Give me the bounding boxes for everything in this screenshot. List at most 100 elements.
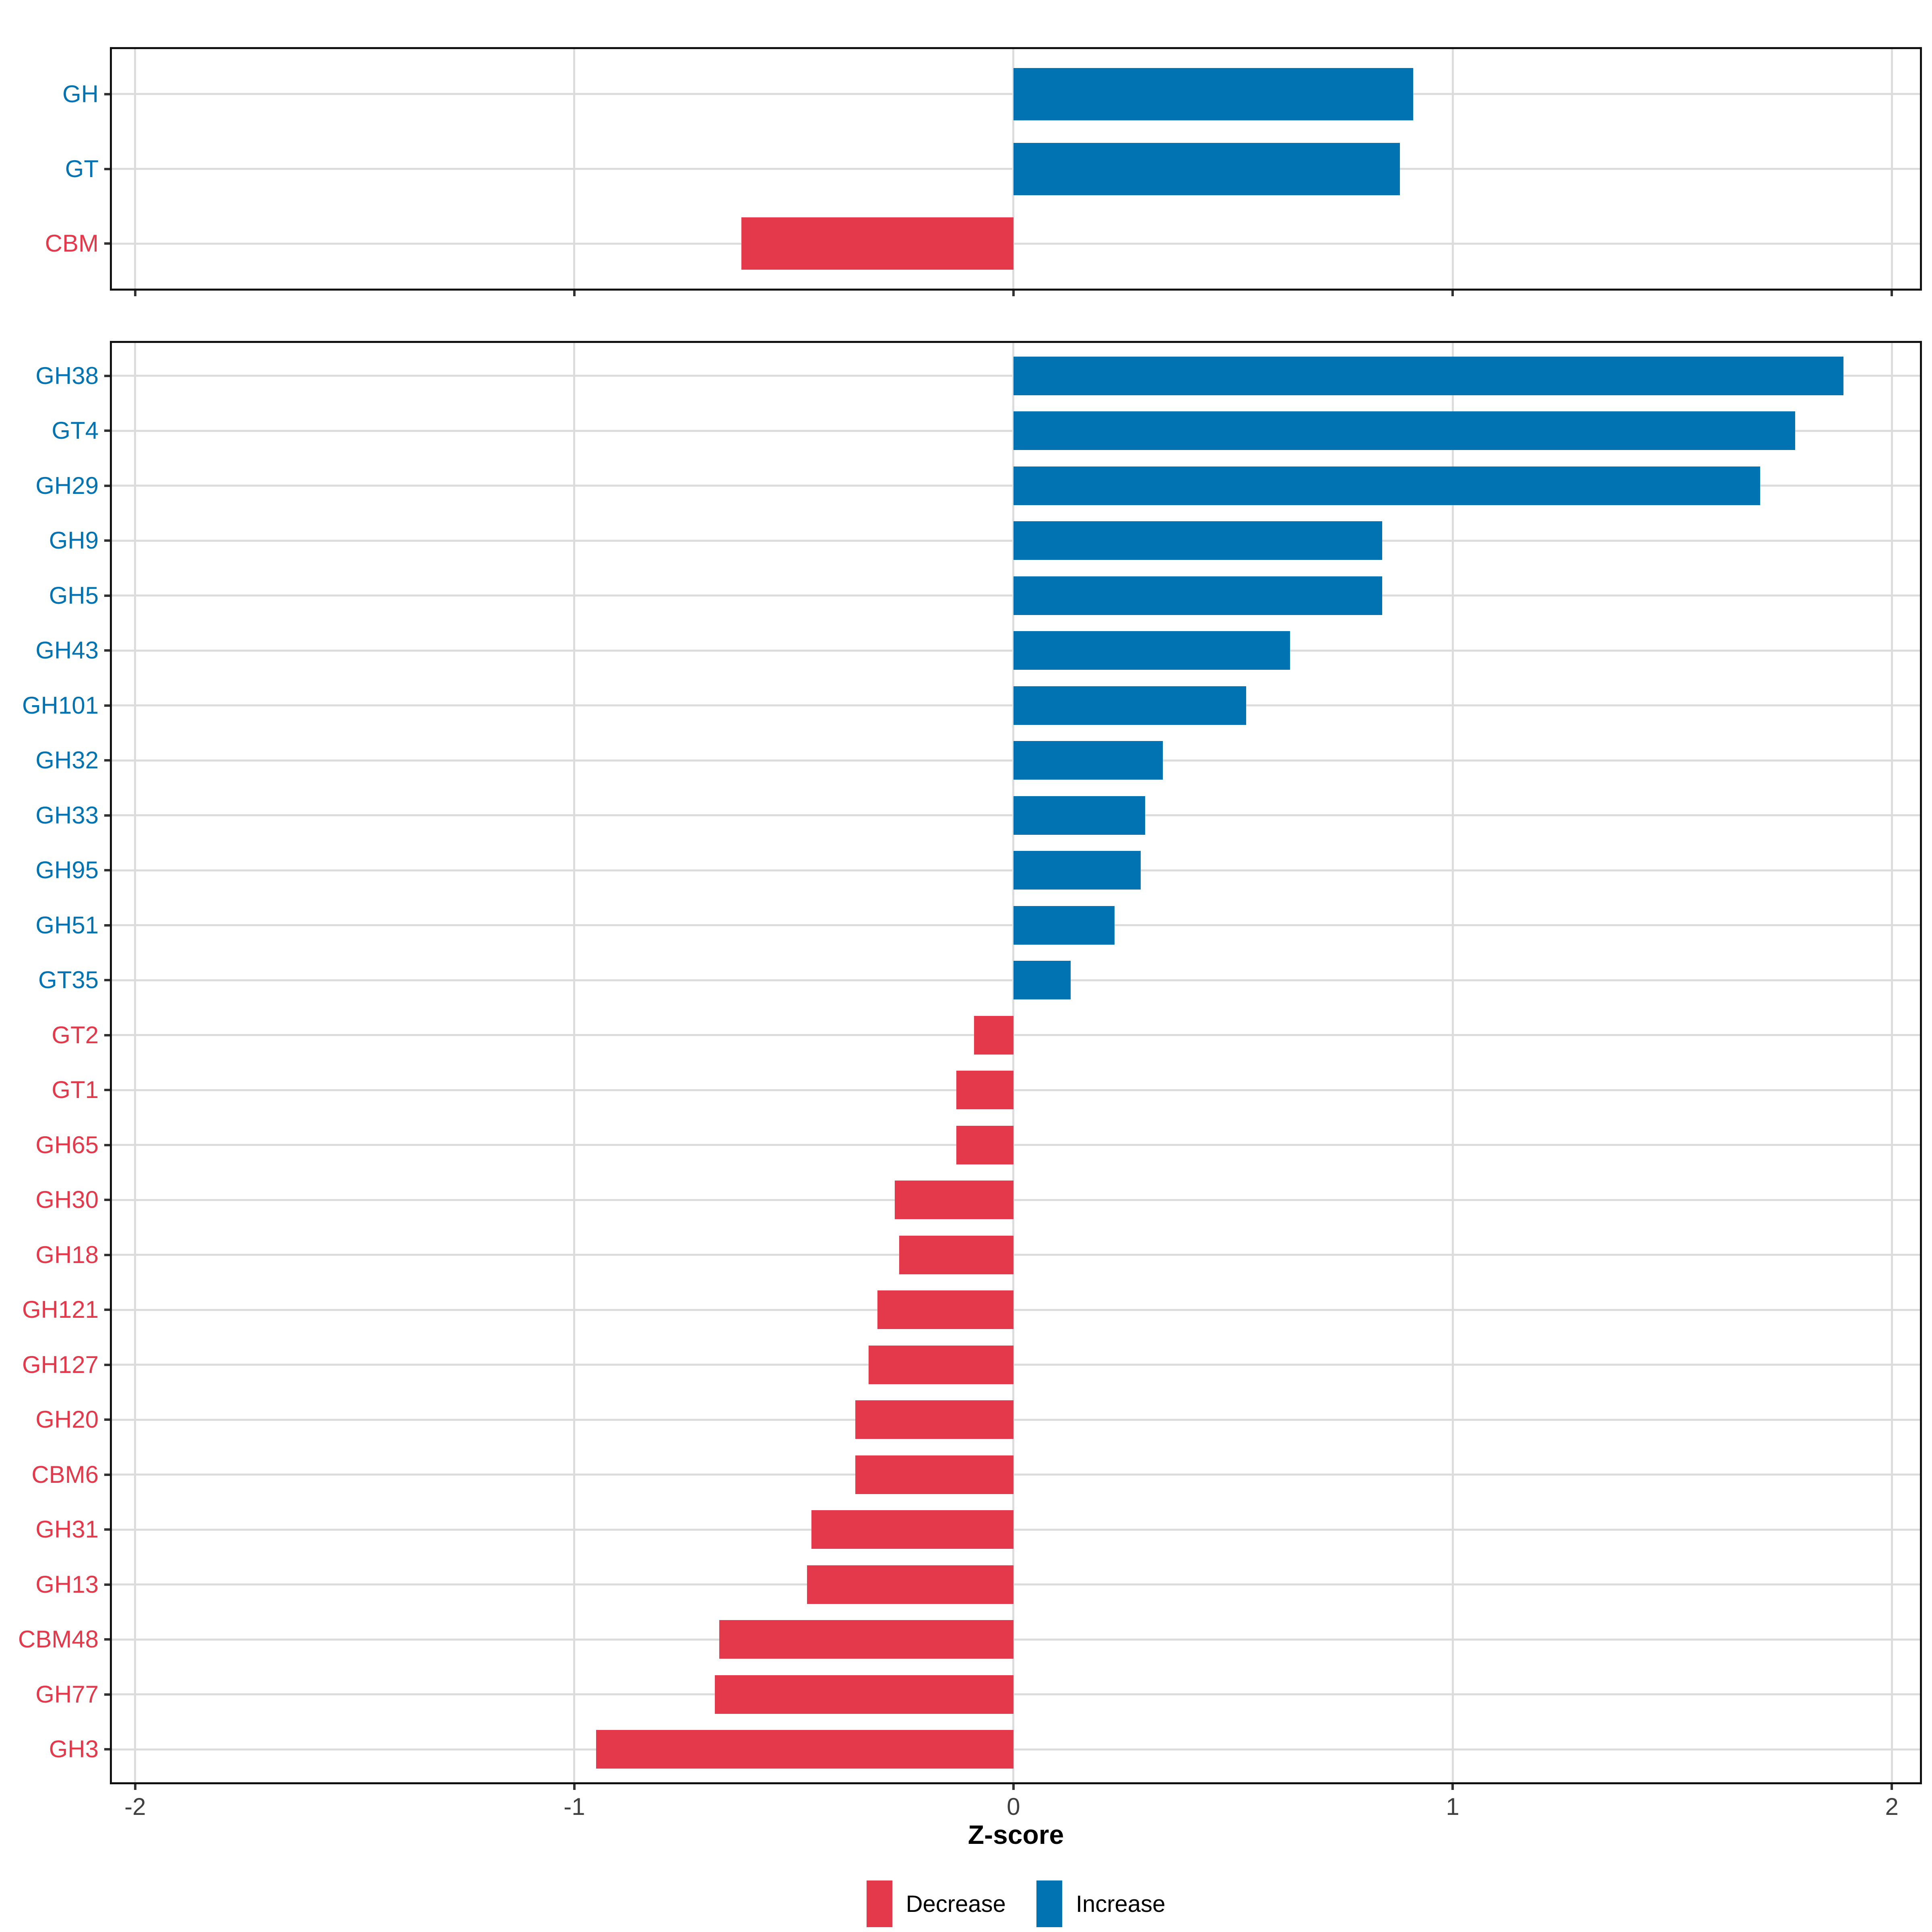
x-tick-label-0: 0 bbox=[1007, 1793, 1020, 1820]
y-tick-GH95 bbox=[104, 869, 110, 872]
y-tick-GH31 bbox=[104, 1528, 110, 1531]
y-label-GH29: GH29 bbox=[35, 472, 99, 499]
gridline-row-GH13 bbox=[112, 1583, 1920, 1586]
y-tick-GH77 bbox=[104, 1693, 110, 1696]
y-label-GT2: GT2 bbox=[52, 1021, 99, 1049]
gridline-x--2 bbox=[134, 343, 136, 1782]
x-tick--2 bbox=[134, 1784, 136, 1790]
x-tick-label-1: 1 bbox=[1446, 1793, 1459, 1820]
bar-GH127 bbox=[868, 1345, 1013, 1384]
y-label-GH77: GH77 bbox=[35, 1680, 99, 1708]
bar-GH121 bbox=[877, 1290, 1013, 1329]
bar-GH33 bbox=[1013, 796, 1146, 835]
y-tick-GH30 bbox=[104, 1199, 110, 1201]
y-label-GT4: GT4 bbox=[52, 417, 99, 444]
x-tick-1 bbox=[1451, 291, 1454, 296]
y-tick-GH3 bbox=[104, 1748, 110, 1751]
y-label-GH33: GH33 bbox=[35, 801, 99, 829]
gridline-row-GT1 bbox=[112, 1089, 1920, 1091]
y-tick-GH127 bbox=[104, 1363, 110, 1366]
x-axis-title: Z-score bbox=[968, 1820, 1064, 1849]
y-tick-GH43 bbox=[104, 649, 110, 652]
bar-GH31 bbox=[811, 1510, 1013, 1549]
y-label-GT1: GT1 bbox=[52, 1076, 99, 1104]
x-tick--1 bbox=[573, 1784, 576, 1790]
gridline-row-GH65 bbox=[112, 1144, 1920, 1146]
y-tick-GH51 bbox=[104, 924, 110, 927]
y-tick-GT1 bbox=[104, 1089, 110, 1092]
y-tick-CBM48 bbox=[104, 1638, 110, 1641]
gridline-row-CBM bbox=[112, 242, 1920, 245]
y-tick-GH20 bbox=[104, 1418, 110, 1421]
x-tick-2 bbox=[1891, 291, 1893, 296]
bar-GH77 bbox=[715, 1675, 1013, 1714]
bar-GH51 bbox=[1013, 906, 1115, 945]
y-label-CBM6: CBM6 bbox=[31, 1461, 99, 1488]
x-tick--2 bbox=[134, 291, 136, 296]
bar-GH18 bbox=[899, 1235, 1013, 1274]
gridline-row-CBM48 bbox=[112, 1638, 1920, 1641]
panel-class-summary bbox=[110, 47, 1922, 291]
gridline-row-GH127 bbox=[112, 1364, 1920, 1366]
y-label-GH3: GH3 bbox=[49, 1736, 99, 1763]
gridline-row-CBM6 bbox=[112, 1474, 1920, 1476]
y-label-GH9: GH9 bbox=[49, 527, 99, 554]
y-label-GH51: GH51 bbox=[35, 911, 99, 939]
x-tick-1 bbox=[1451, 1784, 1454, 1790]
x-tick-label-2: 2 bbox=[1885, 1793, 1899, 1820]
legend-label-increase: Increase bbox=[1075, 1891, 1166, 1917]
y-tick-GH38 bbox=[104, 374, 110, 377]
y-tick-GH121 bbox=[104, 1309, 110, 1311]
y-label-GT: GT bbox=[65, 155, 99, 182]
legend-swatch-decrease bbox=[866, 1880, 892, 1927]
bar-GH13 bbox=[807, 1565, 1013, 1604]
bar-GH32 bbox=[1013, 741, 1163, 780]
y-label-GH32: GH32 bbox=[35, 747, 99, 774]
legend: Decrease Increase bbox=[112, 1876, 1920, 1932]
gridline-x--1 bbox=[573, 343, 576, 1782]
bar-CBM6 bbox=[855, 1455, 1013, 1494]
y-tick-GH65 bbox=[104, 1144, 110, 1146]
gridline-x-2 bbox=[1891, 343, 1893, 1782]
bar-GH38 bbox=[1013, 356, 1844, 395]
bar-GT35 bbox=[1013, 961, 1071, 1000]
legend-label-decrease: Decrease bbox=[906, 1891, 1006, 1917]
y-label-GH: GH bbox=[62, 80, 99, 107]
y-tick-GH5 bbox=[104, 594, 110, 597]
panel-families bbox=[110, 341, 1922, 1784]
gridline-row-GH20 bbox=[112, 1418, 1920, 1421]
x-tick-0 bbox=[1012, 291, 1015, 296]
y-tick-GH101 bbox=[104, 704, 110, 707]
gridline-row-GH30 bbox=[112, 1199, 1920, 1201]
bar-GH101 bbox=[1013, 686, 1247, 725]
y-label-GH18: GH18 bbox=[35, 1241, 99, 1268]
x-tick-2 bbox=[1891, 1784, 1893, 1790]
y-label-GT35: GT35 bbox=[38, 966, 99, 994]
y-label-GH5: GH5 bbox=[49, 582, 99, 609]
y-label-GH121: GH121 bbox=[22, 1296, 99, 1323]
y-label-GH101: GH101 bbox=[22, 691, 99, 719]
bar-GT2 bbox=[974, 1016, 1013, 1055]
y-label-GH65: GH65 bbox=[35, 1131, 99, 1158]
bar-GT1 bbox=[956, 1071, 1013, 1110]
bar-GH9 bbox=[1013, 521, 1383, 560]
y-label-CBM48: CBM48 bbox=[18, 1626, 99, 1653]
y-label-GH127: GH127 bbox=[22, 1351, 99, 1378]
bar-GT bbox=[1013, 142, 1400, 195]
bar-GH29 bbox=[1013, 466, 1760, 505]
y-label-GH30: GH30 bbox=[35, 1186, 99, 1214]
y-tick-GH32 bbox=[104, 759, 110, 762]
y-tick-GT bbox=[104, 167, 110, 170]
y-tick-GT4 bbox=[104, 429, 110, 432]
gridline-row-GH31 bbox=[112, 1528, 1920, 1531]
y-label-GH43: GH43 bbox=[35, 637, 99, 664]
y-tick-GH29 bbox=[104, 484, 110, 487]
x-tick--1 bbox=[573, 291, 576, 296]
x-tick-label--2: -2 bbox=[124, 1793, 146, 1820]
bar-CBM48 bbox=[719, 1620, 1013, 1659]
bar-GH95 bbox=[1013, 851, 1141, 890]
bar-GH30 bbox=[895, 1181, 1013, 1220]
gridline-row-GH3 bbox=[112, 1748, 1920, 1750]
gridline-x-1 bbox=[1451, 343, 1454, 1782]
